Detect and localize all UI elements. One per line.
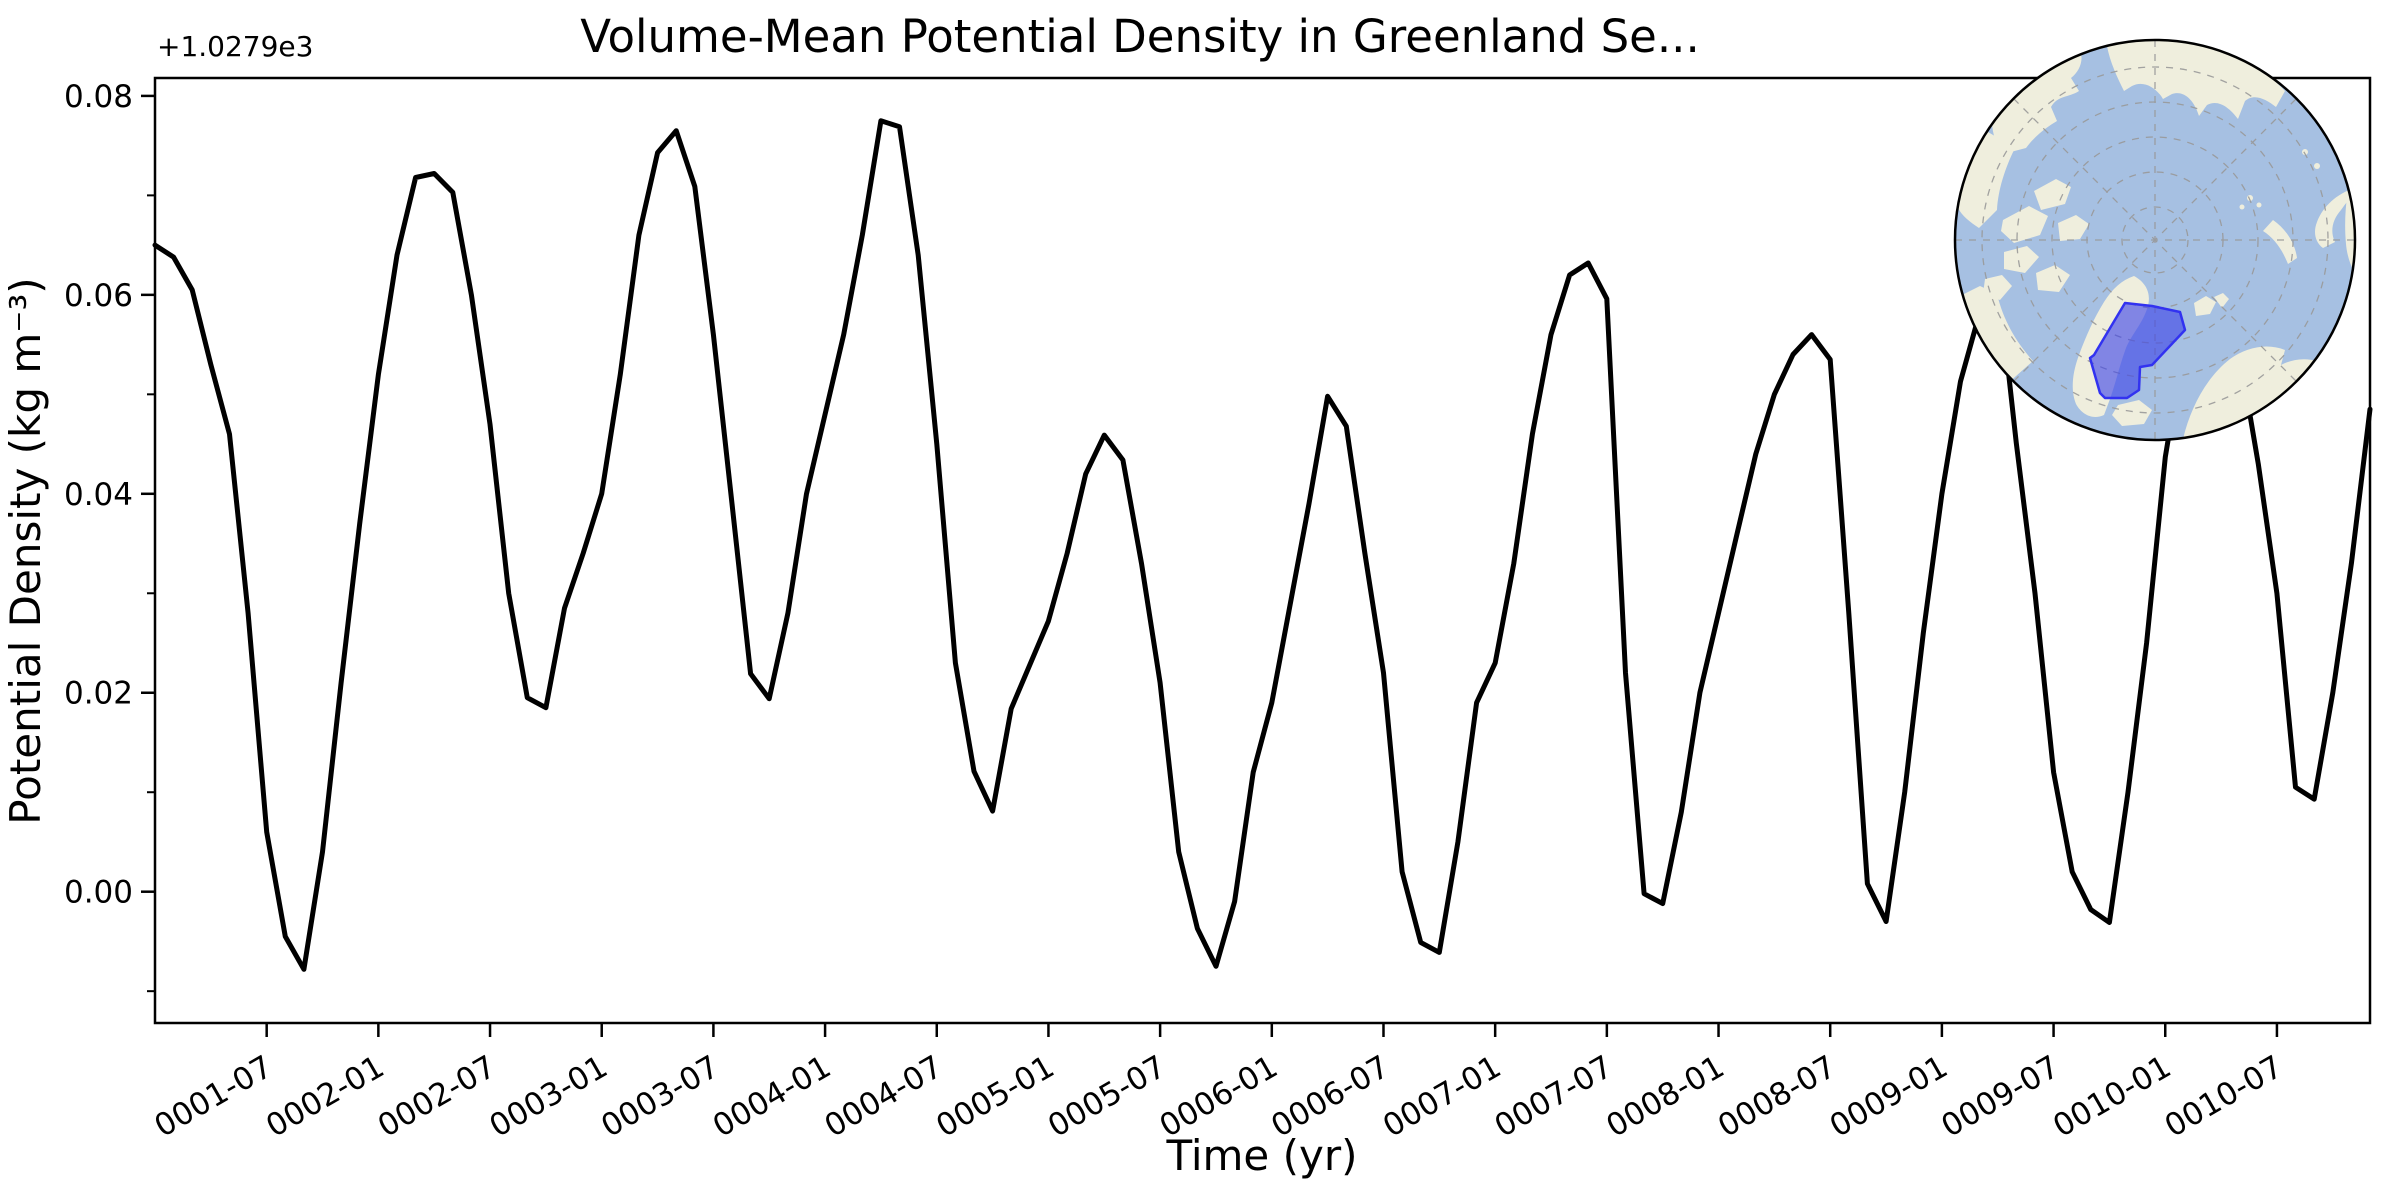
x-tick-label: 0003-07 bbox=[595, 1049, 725, 1145]
x-tick-label: 0007-01 bbox=[1377, 1049, 1507, 1145]
y-axis-ticks: 0.08 0.06 0.04 0.02 0.00 bbox=[64, 79, 155, 993]
x-tick-label: 0005-07 bbox=[1042, 1049, 1172, 1145]
map-border bbox=[1953, 38, 2357, 442]
land-alaska bbox=[1992, 46, 2082, 154]
x-axis-ticks: 0001-070002-010002-070003-010003-070004-… bbox=[149, 1023, 2289, 1145]
land-arctic-island bbox=[2034, 179, 2071, 210]
land-arctic-island bbox=[2004, 246, 2039, 273]
land-arctic-island bbox=[2058, 215, 2089, 241]
x-tick-label: 0009-01 bbox=[1824, 1049, 1954, 1145]
x-tick-label: 0008-07 bbox=[1712, 1049, 1842, 1145]
x-tick-label: 0005-01 bbox=[930, 1049, 1060, 1145]
land-canada-mainland bbox=[1958, 132, 2015, 228]
x-tick-label: 0008-01 bbox=[1600, 1049, 1730, 1145]
greenland-sea-region-highlight bbox=[2088, 301, 2187, 400]
x-tick-label: 0002-01 bbox=[260, 1049, 390, 1145]
land-novaya-zemlya bbox=[2263, 220, 2297, 264]
x-tick-label: 0004-07 bbox=[819, 1049, 949, 1145]
y-axis-label: Potential Density (kg m⁻³) bbox=[1, 277, 50, 824]
land-arctic-island bbox=[2036, 265, 2070, 292]
x-tick-label: 0004-01 bbox=[707, 1049, 837, 1145]
x-tick-label: 0010-07 bbox=[2159, 1049, 2289, 1145]
y-tick-label: 0.02 bbox=[64, 676, 133, 712]
x-tick-label: 0001-07 bbox=[149, 1049, 279, 1145]
land-islet bbox=[2247, 195, 2253, 201]
inset-map bbox=[1953, 38, 2357, 442]
x-tick-label: 0010-01 bbox=[2047, 1049, 2177, 1145]
y-tick-label: 0.06 bbox=[64, 278, 133, 314]
map-graticule bbox=[1955, 40, 2355, 440]
plot-area bbox=[153, 76, 2372, 1025]
x-tick-label: 0002-07 bbox=[372, 1049, 502, 1145]
land-islet bbox=[2256, 202, 2262, 208]
white-sea-inlet bbox=[2287, 398, 2319, 418]
land-canada-south bbox=[1964, 286, 2033, 392]
land-siberia bbox=[2107, 40, 2285, 119]
y-axis-offset-label: +1.0279e3 bbox=[157, 30, 313, 63]
land-islet bbox=[2239, 204, 2245, 210]
x-axis-label: Time (yr) bbox=[1165, 1131, 1357, 1180]
y-tick-label: 0.08 bbox=[64, 79, 133, 115]
y-tick-label: 0.04 bbox=[64, 477, 133, 513]
land-islet bbox=[2314, 163, 2320, 169]
land-arctic-island bbox=[2001, 206, 2048, 243]
chart-title: Volume-Mean Potential Density in Greenla… bbox=[580, 10, 1700, 63]
land-islet bbox=[2302, 149, 2308, 155]
land-svalbard bbox=[2194, 293, 2229, 316]
y-tick-label: 0.00 bbox=[64, 875, 133, 911]
land-iceland bbox=[2112, 400, 2152, 426]
x-tick-label: 0007-07 bbox=[1489, 1049, 1619, 1145]
x-tick-label: 0003-01 bbox=[484, 1049, 614, 1145]
x-tick-label: 0009-07 bbox=[1935, 1049, 2065, 1145]
land-taymyr bbox=[2315, 188, 2355, 248]
